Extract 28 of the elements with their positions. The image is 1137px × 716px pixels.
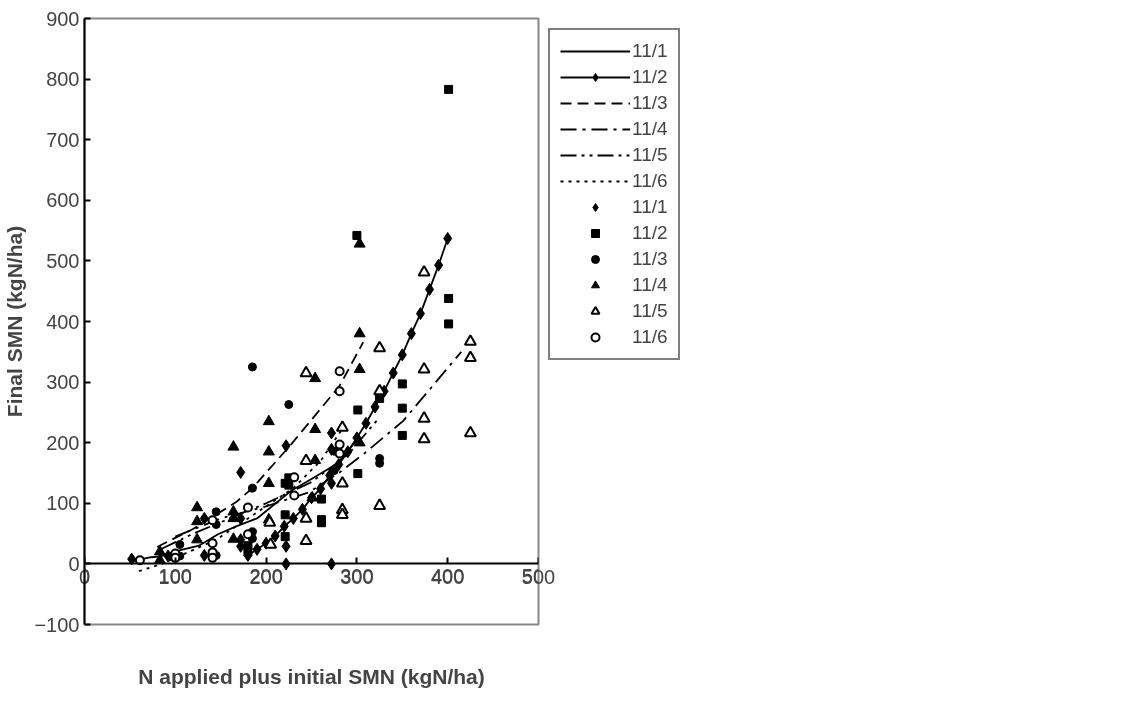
x-tick-label: 300 (340, 565, 374, 588)
legend-label: 11/5 (632, 300, 668, 322)
y-tick-label: 600 (46, 189, 80, 212)
x-axis-title: N applied plus initial SMN (kgN/ha) (138, 664, 485, 688)
legend-label: 11/3 (632, 248, 668, 270)
x-tick-label: 400 (431, 565, 465, 588)
y-axis-title: Final SMN (kgN/ha) (3, 225, 27, 418)
legend-label: 11/6 (632, 170, 668, 192)
legend-label: 11/5 (632, 144, 668, 166)
y-tick-label: 900 (46, 7, 80, 30)
y-tick-label: 800 (46, 68, 80, 91)
legend-label: 11/4 (632, 118, 668, 140)
legend-label: 11/6 (632, 326, 668, 348)
legend-label: 11/2 (632, 222, 668, 244)
legend-label: 11/1 (632, 196, 668, 218)
legend-label: 11/3 (632, 92, 668, 114)
legend-label: 11/2 (632, 66, 668, 88)
y-tick-label: −100 (34, 613, 80, 636)
legend-label: 11/4 (632, 274, 668, 296)
x-tick-label: 100 (158, 565, 192, 588)
y-tick-label: 500 (46, 249, 80, 272)
y-tick-label: 700 (46, 128, 80, 151)
legend-label: 11/1 (632, 40, 668, 62)
y-tick-label: 100 (46, 492, 80, 515)
y-tick-label: 300 (46, 371, 80, 394)
y-tick-label: 200 (46, 431, 80, 454)
x-tick-label: 200 (249, 565, 283, 588)
y-tick-label: 400 (46, 310, 80, 333)
